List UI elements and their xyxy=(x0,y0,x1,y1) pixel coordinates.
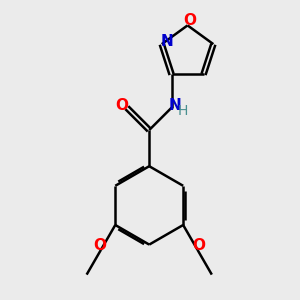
Text: O: O xyxy=(115,98,128,113)
Text: O: O xyxy=(183,13,196,28)
Text: O: O xyxy=(93,238,106,253)
Text: H: H xyxy=(178,104,188,118)
Text: O: O xyxy=(193,238,206,253)
Text: N: N xyxy=(161,34,173,50)
Text: N: N xyxy=(168,98,181,113)
